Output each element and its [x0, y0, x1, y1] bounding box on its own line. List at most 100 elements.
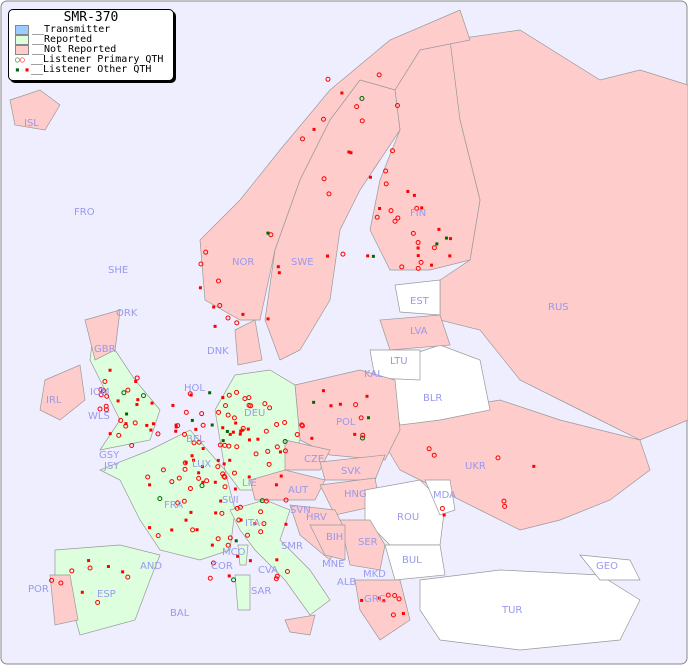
other-qth-marker: [213, 324, 217, 328]
other-qth-marker: [312, 127, 316, 131]
primary-qth-marker: [394, 103, 400, 109]
primary-qth-marker: [104, 393, 110, 399]
country-pol: [294, 369, 401, 461]
primary-qth-marker: [274, 573, 280, 579]
other-qth-marker: [227, 574, 231, 578]
primary-qth-marker: [87, 565, 93, 571]
other-qth-marker: [190, 418, 194, 422]
primary-qth-marker: [383, 168, 389, 174]
country-label-dnk: DNK: [207, 346, 229, 357]
primary-qth-marker: [359, 96, 365, 102]
primary-qth-marker: [102, 379, 108, 385]
other-qth-marker: [106, 565, 110, 569]
country-label-grc: GRC: [364, 594, 385, 605]
primary-qth-marker: [223, 403, 229, 409]
country-label-mne: MNE: [322, 559, 344, 570]
primary-qth-marker: [181, 431, 187, 437]
primary-qth-marker: [399, 264, 405, 270]
primary-qth-marker: [220, 471, 226, 477]
other-qth-marker: [108, 432, 112, 436]
other-qth-marker: [125, 412, 129, 416]
primary-qth-marker: [129, 442, 135, 448]
primary-qth-marker: [217, 302, 223, 308]
primary-qth-marker: [196, 475, 202, 481]
primary-qth-marker: [145, 474, 151, 480]
listener-markers: [49, 72, 536, 618]
primary-qth-marker: [262, 401, 268, 407]
country-cze: [284, 439, 331, 471]
primary-qth-marker: [215, 278, 221, 284]
other-qth-marker: [213, 480, 217, 484]
country-label-ukr: UKR: [465, 461, 486, 472]
primary-qth-marker: [426, 446, 432, 452]
primary-qth-marker: [385, 592, 391, 598]
primary-qth-marker: [225, 412, 231, 418]
primary-qth-marker: [360, 435, 366, 441]
legend-not-reported: __Not Reported: [9, 45, 173, 55]
primary-qth-marker: [210, 560, 216, 566]
other-qth-marker: [239, 429, 243, 433]
country-label-fro: FRO: [74, 207, 95, 218]
primary-qth-marker: [266, 461, 272, 467]
primary-qth-marker: [169, 479, 175, 485]
country-por: [49, 574, 79, 626]
primary-qth-marker: [390, 612, 396, 618]
primary-qth-marker: [225, 315, 231, 321]
country-label-cva: CVA: [258, 565, 278, 576]
other-qth-marker: [210, 423, 214, 427]
country-label-bul: BUL: [402, 555, 422, 566]
primary-qth-marker: [294, 432, 300, 438]
primary-qth-marker: [282, 438, 288, 444]
primary-qth-marker: [325, 76, 331, 82]
other-qth-marker: [231, 430, 235, 434]
primary-qth-marker: [410, 230, 416, 236]
primary-qth-marker: [58, 580, 64, 586]
primary-qth-marker: [263, 428, 269, 434]
primary-qth-marker: [245, 532, 251, 538]
country-fra: [99, 429, 236, 561]
other-qth-marker: [321, 389, 325, 393]
other-qth-marker: [189, 510, 193, 514]
country-label-lie: LIE: [242, 478, 257, 489]
other-qth-marker: [148, 483, 152, 487]
other-qth-marker: [248, 559, 252, 563]
primary-qth-marker: [415, 239, 421, 245]
primary-qth-marker: [321, 176, 327, 182]
other-qth-marker: [222, 462, 226, 466]
country-label-she: SHE: [108, 265, 128, 276]
other-qth-marker: [135, 403, 139, 407]
other-qth-marker: [412, 193, 416, 197]
other-qth-marker: [247, 475, 251, 479]
primary-qth-marker: [176, 475, 182, 481]
primary-qth-marker: [187, 391, 193, 397]
other-qth-marker: [174, 429, 178, 433]
other-qth-marker: [437, 227, 441, 231]
primary-qth-marker: [231, 577, 237, 583]
country-label-lva: LVA: [410, 326, 428, 337]
primary-qth-marker: [125, 387, 131, 393]
primary-qth-marker: [183, 409, 189, 415]
other-qth-marker: [347, 150, 351, 154]
other-qth-marker: [197, 471, 201, 475]
primary-qth-marker: [360, 432, 366, 438]
swatch-not-reported: [15, 45, 29, 55]
other-qth-marker: [338, 402, 342, 406]
primary-qth-marker: [253, 451, 259, 457]
country-label-aut: AUT: [288, 485, 309, 496]
primary-qth-marker: [354, 104, 360, 110]
primary-qth-marker: [246, 402, 252, 408]
country-label-lux: LUX: [192, 459, 211, 470]
primary-qth-marker: [219, 510, 225, 516]
country-label-ork: ORK: [116, 308, 138, 319]
country-label-hng: HNG: [344, 489, 367, 500]
country-swe: [264, 79, 401, 361]
primary-qth-marker: [320, 116, 326, 122]
legend-label: __Listener Primary QTH: [31, 54, 164, 65]
other-qth-marker: [377, 596, 381, 600]
primary-qth-marker: [132, 420, 138, 426]
other-qth-marker: [326, 254, 330, 258]
other-qth-marker: [221, 426, 225, 430]
primary-qth-marker: [261, 521, 267, 527]
